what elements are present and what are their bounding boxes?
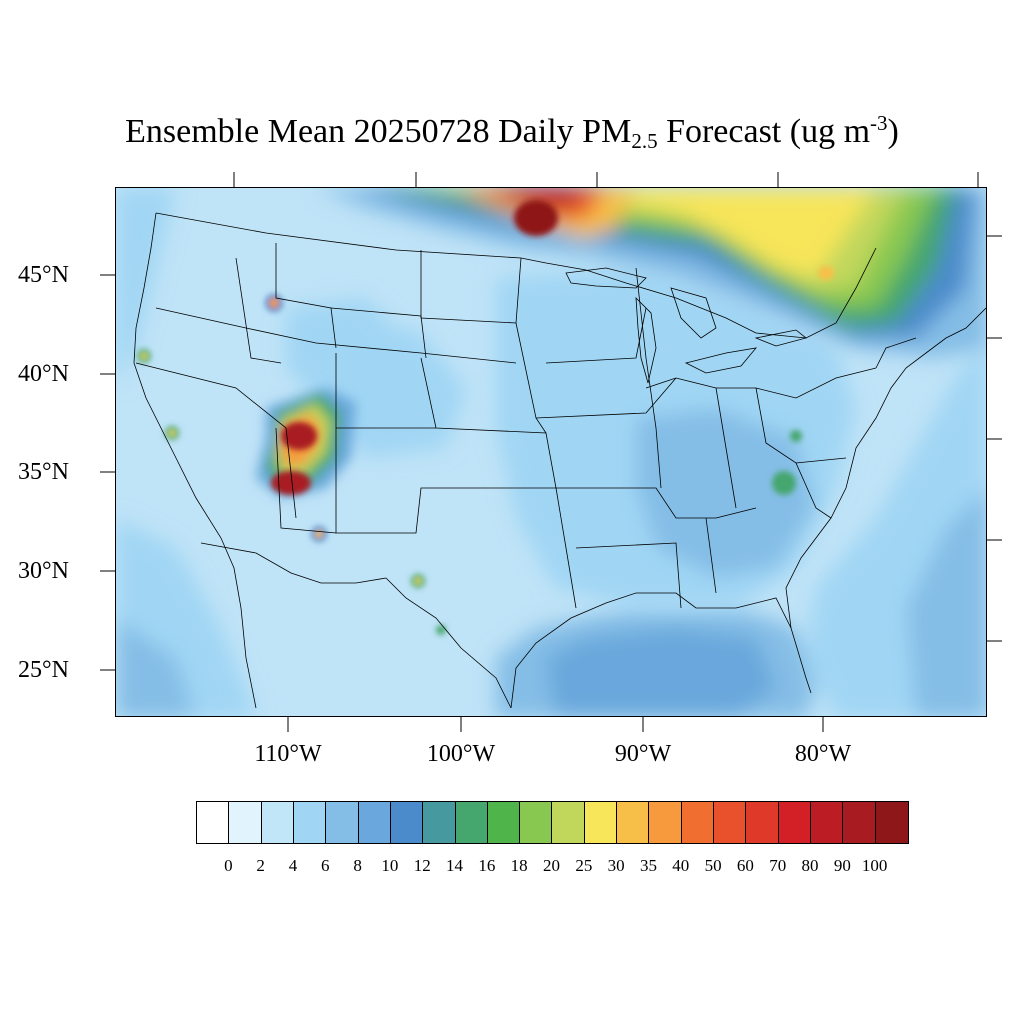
colorbar-swatch: [487, 802, 521, 843]
fire-hotspot-north: [281, 422, 317, 450]
colorbar-label: 18: [510, 856, 528, 875]
colorbar-swatch: [390, 802, 424, 843]
smoke-spot-quebec: [818, 266, 834, 280]
map-panel[interactable]: [115, 187, 987, 717]
colorbar-swatch: [293, 802, 327, 843]
colorbar-label: 0: [224, 856, 233, 875]
colorbar-swatch: [326, 802, 359, 843]
colorbar-swatch: [229, 802, 262, 843]
colorbar-label: 6: [321, 856, 330, 875]
colorbar-swatch: [584, 802, 618, 843]
colorbar-label: 70: [769, 856, 787, 875]
colorbar-label: 8: [353, 856, 362, 875]
smoke-peak-canada: [514, 200, 558, 236]
colorbar-label: 14: [446, 856, 464, 875]
colorbar-swatch: [261, 802, 294, 843]
ocean-field: [116, 188, 986, 716]
colorbar-swatch: [455, 802, 488, 843]
lon-label-90w: 90°W: [614, 741, 672, 767]
colorbar-label: 4: [288, 856, 298, 875]
map-title: Ensemble Mean 20250728 Daily PM2.5 Forec…: [125, 111, 899, 153]
colorbar-swatch: [714, 802, 747, 843]
colorbar-swatch: [843, 802, 876, 843]
lat-label-30n: 30°N: [18, 558, 69, 584]
colorbar-label: 35: [639, 856, 657, 875]
political-boundaries: [133, 212, 986, 709]
colorbar-label: 20: [543, 856, 560, 875]
colorbar-label: 50: [704, 856, 722, 875]
lat-label-40n: 40°N: [18, 361, 69, 387]
eastern-field: [286, 268, 856, 608]
colorbar: [196, 801, 909, 844]
colorbar-swatch: [358, 802, 391, 843]
colorbar-label: 2: [256, 856, 265, 875]
great-lakes: [565, 267, 807, 384]
colorbar-swatch: [520, 802, 553, 843]
lon-label-80w: 80°W: [794, 741, 852, 767]
lon-label-110w: 110°W: [254, 741, 322, 767]
colorbar-swatch: [875, 802, 908, 843]
colorbar-label: 16: [478, 856, 496, 875]
colorbar-label: 30: [607, 856, 625, 875]
colorbar-swatch: [810, 802, 844, 843]
colorbar-swatch: [649, 802, 682, 843]
colorbar-label: 60: [736, 856, 754, 875]
colorbar-swatch: [778, 802, 811, 843]
colorbar-swatch: [617, 802, 650, 843]
colorbar-label: 40: [672, 856, 690, 875]
lat-label-25n: 25°N: [18, 657, 69, 683]
colorbar-label: 12: [413, 856, 431, 875]
colorbar-swatch: [746, 802, 779, 843]
fire-hotspot-south: [271, 471, 311, 495]
colorbar-labels: 0 2 4 6 8 10 12 14 16 18 20 25 30 35 40 50 60 70 80 90 100: [0, 856, 1024, 878]
colorbar-swatch: [197, 802, 230, 843]
lat-label-35n: 35°N: [18, 459, 69, 485]
lon-label-100w: 100°W: [426, 741, 496, 767]
colorbar-label: 80: [801, 856, 819, 875]
concentration-map: [116, 188, 986, 716]
colorbar-swatch: [552, 802, 585, 843]
colorbar-swatch: [423, 802, 456, 843]
lat-label-45n: 45°N: [18, 262, 69, 288]
colorbar-label: 100: [861, 856, 888, 875]
colorbar-label: 10: [381, 856, 399, 875]
colorbar-label: 25: [575, 856, 593, 875]
colorbar-label: 90: [833, 856, 851, 875]
colorbar-swatch: [681, 802, 714, 843]
